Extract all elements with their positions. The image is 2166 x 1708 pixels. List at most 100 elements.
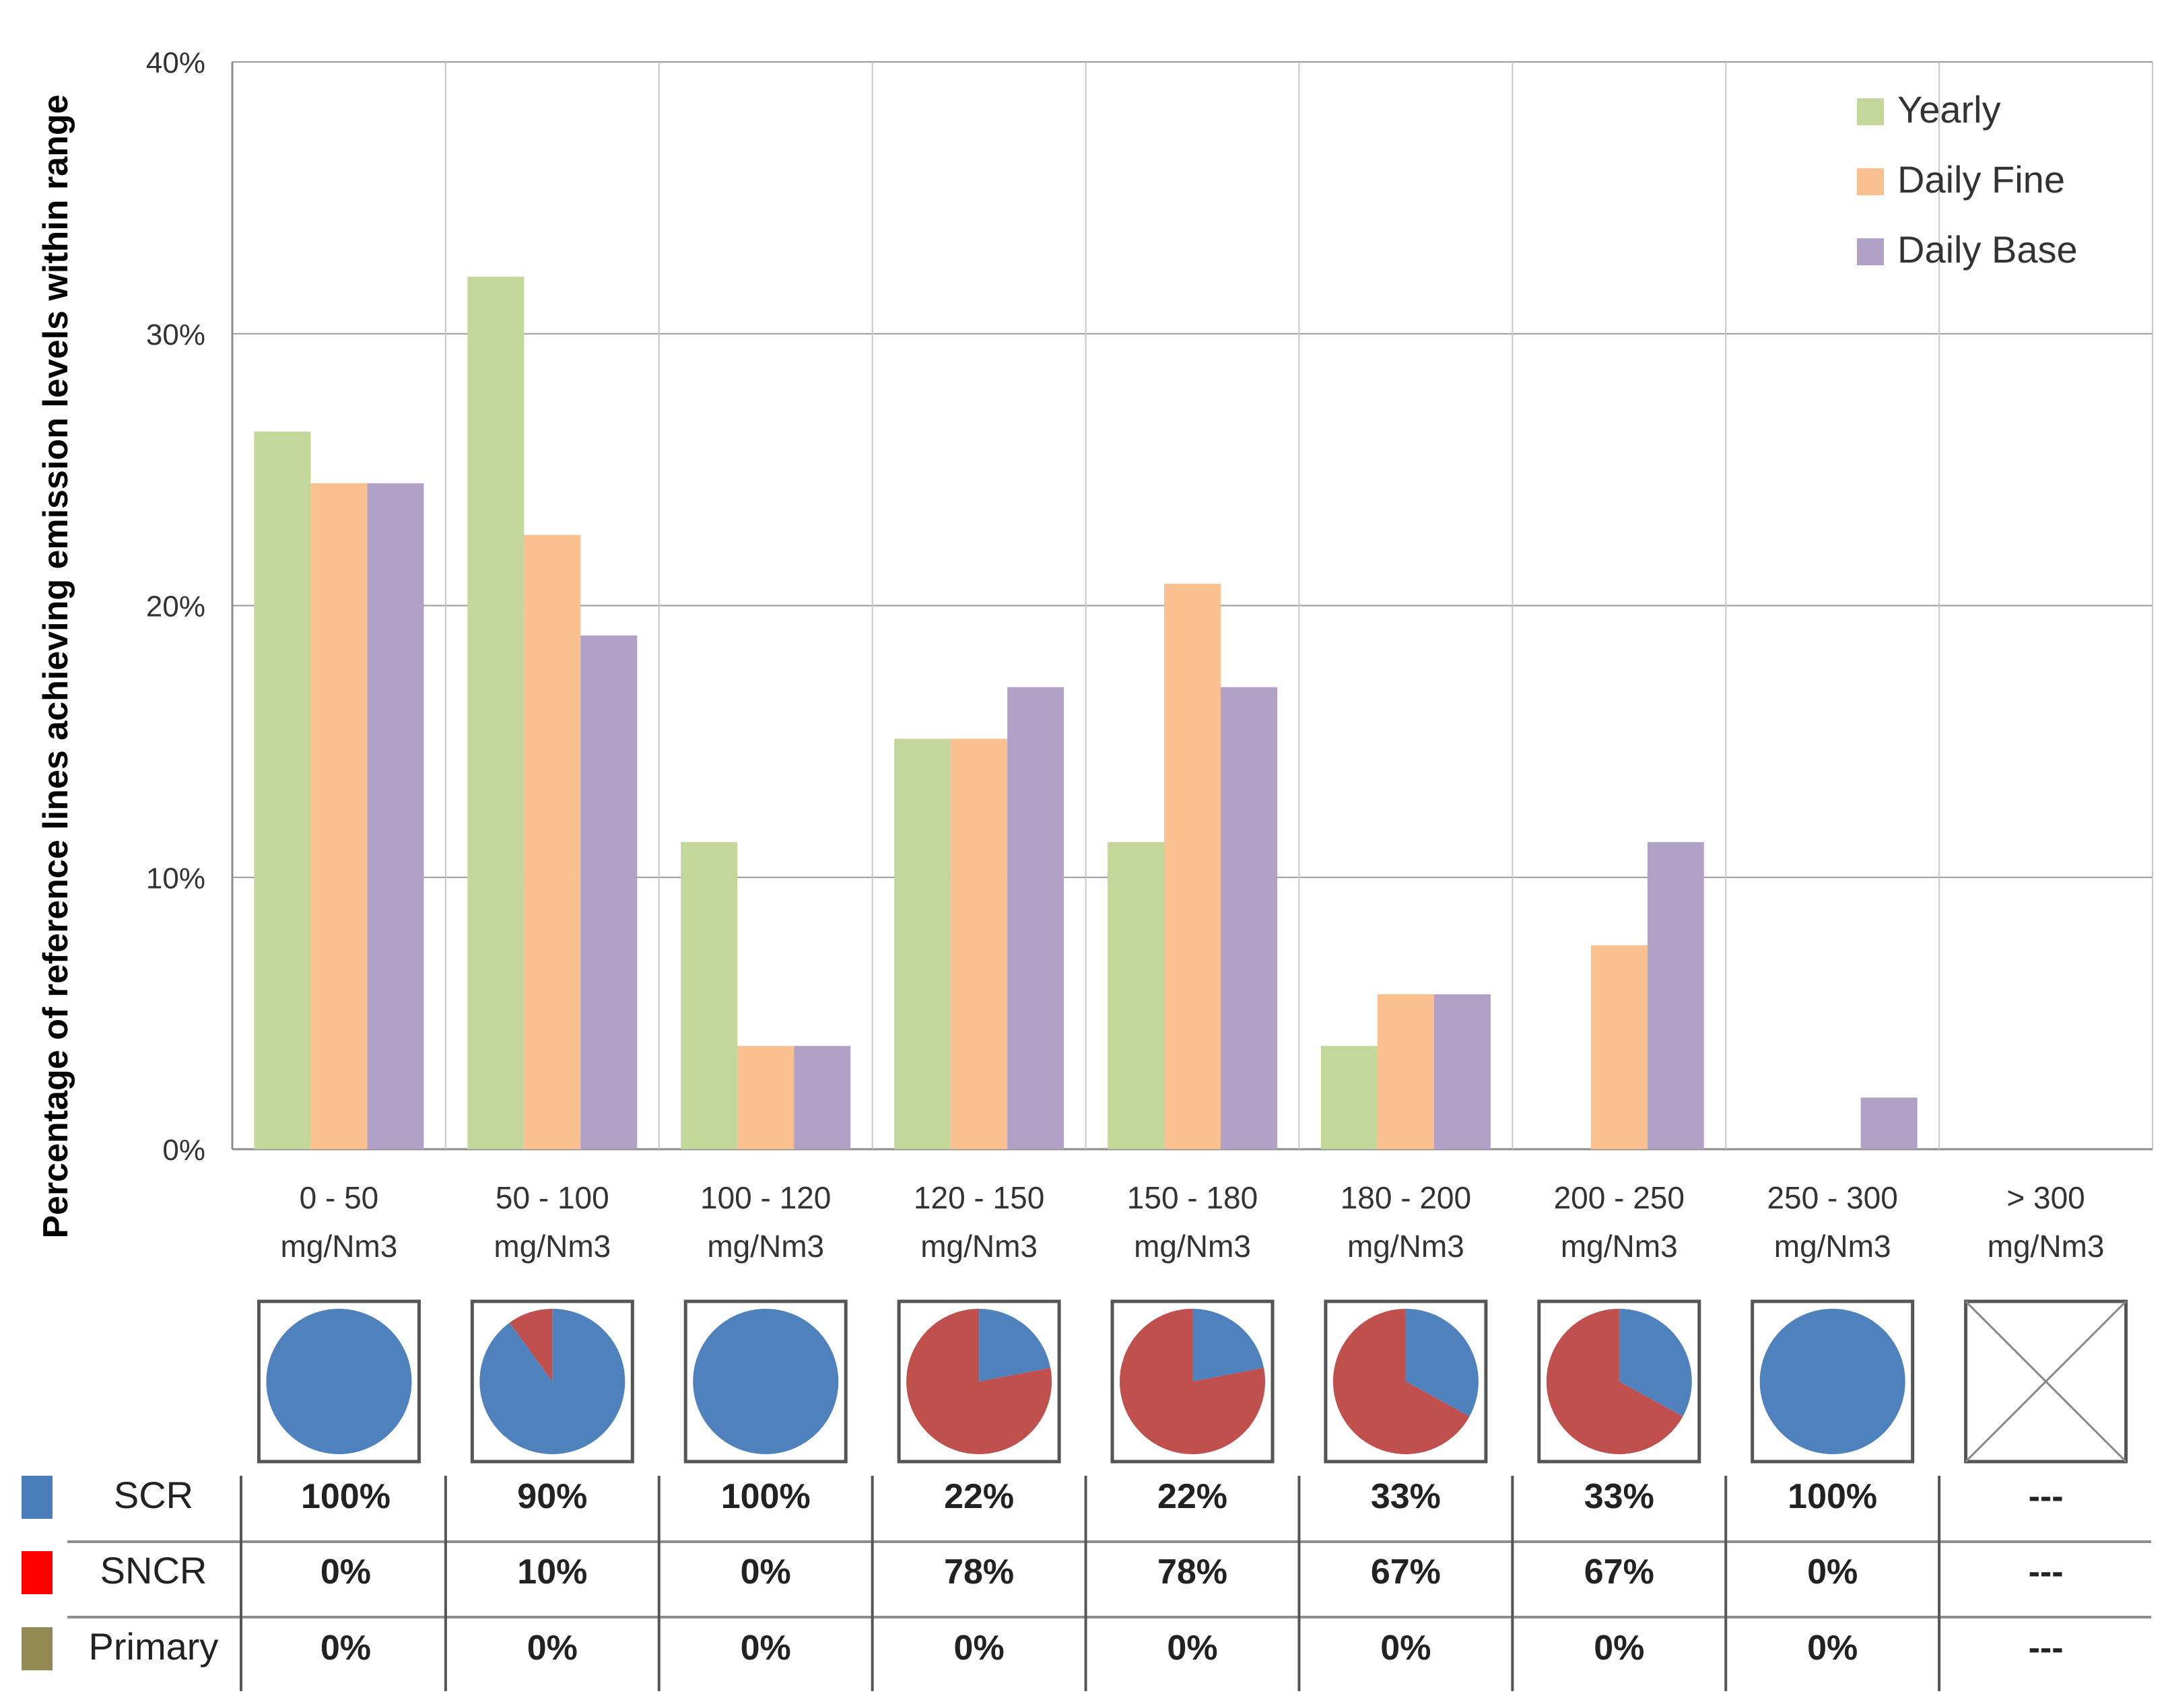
pie-slice-scr (1619, 1309, 1692, 1417)
row-label: SNCR (100, 1549, 207, 1592)
pie-slice-scr (979, 1309, 1051, 1381)
bar-yearly (254, 432, 311, 1149)
technique-pies (257, 1299, 2128, 1464)
table-cell: 33% (1371, 1477, 1441, 1516)
bar-daily-fine (737, 1046, 794, 1149)
pie-cell (470, 1299, 634, 1464)
y-tick-label: 40% (146, 46, 205, 79)
table-cell: 100% (721, 1477, 811, 1516)
pie-slice-scr (266, 1309, 412, 1454)
row-color-swatch (22, 1627, 53, 1670)
pie-slice-sncr (1546, 1309, 1683, 1454)
table-cell: 33% (1584, 1477, 1654, 1516)
x-tick-label: mg/Nm3 (1347, 1229, 1464, 1264)
table-cell: 0% (1380, 1629, 1431, 1668)
table-cell: 0% (1594, 1629, 1644, 1668)
pie-box (1324, 1299, 1488, 1464)
bar-yearly (1108, 842, 1164, 1149)
technique-table: SCR 100% 90% 100% 22% 22% 33% 33% 100% --- SNCR 0% 1… (22, 1474, 2151, 1691)
x-tick-label: 250 - 300 (1767, 1180, 1897, 1215)
pie-slice-scr (1759, 1309, 1905, 1454)
pie-slice-sncr (509, 1309, 553, 1381)
table-cell: 78% (1157, 1552, 1227, 1592)
axes: 0% 10% 20% 30% 40% 0 - 50 mg/Nm3 50 - 100 mg/Nm3… (146, 46, 2105, 1264)
bar-yearly (894, 739, 951, 1149)
bar-daily-fine (1164, 584, 1221, 1149)
x-tick-label: mg/Nm3 (920, 1229, 1038, 1264)
y-axis-label: Percentage of reference lines achieving … (36, 94, 75, 1238)
table-cell: --- (2029, 1477, 2064, 1516)
table-cell: 10% (517, 1552, 587, 1592)
pie-cell (1324, 1299, 1488, 1464)
legend-swatch (1857, 238, 1884, 265)
table-cell: 67% (1584, 1552, 1654, 1592)
table-cell: 0% (1167, 1629, 1217, 1668)
pie-slice-scr (1405, 1309, 1479, 1417)
bar-daily-fine (1377, 994, 1434, 1149)
row-label: SCR (114, 1474, 193, 1516)
pie-cell (897, 1299, 1061, 1464)
x-tick-label: 180 - 200 (1341, 1180, 1471, 1215)
empty-cross (1965, 1300, 2127, 1463)
bar-daily-base (1221, 687, 1277, 1149)
x-tick-label: > 300 (2006, 1180, 2085, 1215)
bar-daily-base (1007, 687, 1064, 1149)
bar-daily-base (580, 635, 638, 1149)
bar-daily-fine (310, 483, 368, 1149)
table-cell: 0% (741, 1629, 791, 1668)
bar-yearly (1320, 1046, 1378, 1149)
y-tick-label: 10% (146, 862, 205, 895)
x-tick-label: mg/Nm3 (1134, 1229, 1251, 1264)
x-tick-label: mg/Nm3 (1774, 1229, 1891, 1264)
pie-cell (257, 1299, 421, 1464)
pie-box (683, 1299, 848, 1464)
pie-cell (1964, 1299, 2128, 1464)
pie-box (897, 1299, 1061, 1464)
pie-slice-scr (693, 1309, 839, 1454)
table-cell: 0% (320, 1552, 371, 1592)
x-tick-label: 50 - 100 (496, 1180, 609, 1215)
x-tick-label: mg/Nm3 (1561, 1229, 1678, 1264)
legend-label: Daily Base (1897, 228, 2078, 271)
row-label: Primary (89, 1625, 219, 1668)
x-tick-label: mg/Nm3 (494, 1229, 611, 1264)
table-cell: 100% (1788, 1477, 1877, 1516)
table-cell: 0% (954, 1629, 1005, 1668)
legend-label: Daily Fine (1897, 158, 2065, 201)
y-tick-label: 0% (162, 1134, 205, 1167)
bar-yearly (681, 842, 738, 1149)
pie-box (1110, 1299, 1275, 1464)
x-tick-label: 150 - 180 (1127, 1180, 1258, 1215)
pie-slice-sncr (1120, 1309, 1265, 1455)
legend-label: Yearly (1897, 88, 2001, 131)
bars (254, 276, 1918, 1149)
table-cell: 0% (320, 1629, 371, 1668)
table-cell: 90% (517, 1477, 587, 1516)
x-tick-label: 120 - 150 (914, 1180, 1044, 1215)
table-cell: 100% (301, 1477, 391, 1516)
x-tick-label: 200 - 250 (1554, 1180, 1685, 1215)
x-tick-label: mg/Nm3 (281, 1229, 398, 1264)
table-cell: 0% (741, 1552, 791, 1592)
table-cell: --- (2029, 1629, 2064, 1668)
table-cell: 0% (1807, 1629, 1858, 1668)
table-cell: 22% (1157, 1477, 1227, 1516)
bar-daily-fine (524, 535, 581, 1149)
pie-slice-sncr (906, 1309, 1052, 1454)
pie-box (1537, 1299, 1701, 1464)
x-tick-label: mg/Nm3 (1988, 1229, 2105, 1264)
y-tick-label: 20% (146, 590, 205, 623)
bar-daily-base (1433, 994, 1491, 1149)
bar-daily-fine (951, 739, 1008, 1149)
pie-box (257, 1299, 421, 1464)
legend: Yearly Daily Fine Daily Base (1857, 88, 2078, 271)
x-tick-label: 0 - 50 (300, 1180, 379, 1215)
y-tick-label: 30% (146, 318, 205, 351)
pie-slice-sncr (1332, 1309, 1470, 1454)
table-cell: --- (2029, 1552, 2064, 1592)
legend-swatch (1857, 98, 1884, 125)
table-cell: 0% (1807, 1552, 1858, 1592)
pie-box (1751, 1299, 1915, 1464)
bar-daily-fine (1590, 945, 1648, 1149)
